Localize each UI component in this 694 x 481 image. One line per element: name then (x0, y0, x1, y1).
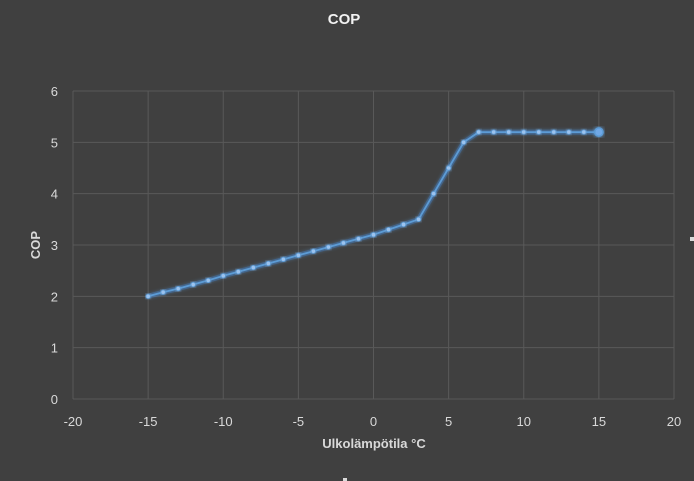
y-tick-label: 2 (51, 289, 58, 304)
tick-labels: -20 -15 -10 -5 0 5 10 15 20 0 1 2 3 4 5 6 (51, 84, 681, 429)
y-tick-label: 3 (51, 238, 58, 253)
x-tick-label: -15 (139, 414, 158, 429)
data-point[interactable] (310, 248, 316, 254)
y-tick-label: 5 (51, 135, 58, 150)
data-point[interactable] (145, 293, 151, 299)
x-tick-label: 15 (592, 414, 606, 429)
resize-handle-right[interactable] (690, 237, 694, 241)
data-point[interactable] (551, 129, 557, 135)
data-point[interactable] (476, 129, 482, 135)
data-point[interactable] (461, 139, 467, 145)
data-point[interactable] (566, 129, 572, 135)
data-point[interactable] (265, 260, 271, 267)
gridlines (72, 90, 675, 400)
x-tick-label: 0 (370, 414, 377, 429)
data-point[interactable] (220, 273, 226, 279)
data-point[interactable] (175, 286, 181, 292)
data-point[interactable] (235, 269, 241, 275)
x-tick-label: 10 (517, 414, 531, 429)
data-point[interactable] (385, 227, 392, 233)
chart-title: COP (328, 11, 361, 28)
y-tick-label: 6 (51, 84, 58, 99)
data-point[interactable] (280, 256, 286, 262)
data-point[interactable] (536, 129, 542, 135)
data-point[interactable] (340, 240, 347, 246)
data-point[interactable] (325, 244, 332, 250)
resize-handle-bottom[interactable] (343, 478, 347, 481)
data-point[interactable] (355, 236, 362, 242)
y-tick-label: 0 (51, 392, 58, 407)
x-tick-label: 20 (667, 414, 681, 429)
data-point[interactable] (295, 252, 301, 258)
data-point[interactable] (446, 165, 452, 171)
x-tick-label: -10 (214, 414, 233, 429)
y-tick-label: 4 (51, 187, 58, 202)
data-point[interactable] (506, 129, 512, 135)
series-cop (145, 127, 604, 299)
data-point-selected[interactable] (593, 127, 604, 138)
data-point[interactable] (400, 221, 407, 228)
data-point[interactable] (521, 129, 527, 135)
data-point[interactable] (581, 129, 587, 135)
data-point[interactable] (205, 277, 211, 284)
y-tick-label: 1 (51, 341, 58, 356)
x-tick-label: 5 (445, 414, 452, 429)
data-point[interactable] (250, 264, 256, 271)
x-tick-label: -20 (64, 414, 83, 429)
data-point[interactable] (430, 191, 437, 197)
data-point[interactable] (370, 232, 377, 238)
x-axis-title: Ulkolämpötila °C (322, 436, 426, 451)
data-point[interactable] (190, 281, 196, 288)
data-point[interactable] (491, 129, 497, 135)
data-point[interactable] (415, 216, 422, 222)
data-point[interactable] (160, 289, 166, 295)
y-axis-title: COP (28, 231, 43, 260)
x-tick-label: -5 (293, 414, 305, 429)
